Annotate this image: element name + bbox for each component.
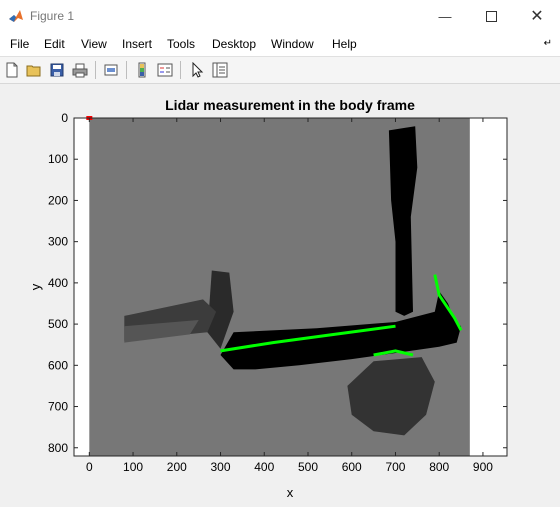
y-tick-label: 200	[48, 193, 68, 207]
property-inspector-icon	[212, 62, 228, 78]
maximize-icon	[485, 10, 497, 22]
plot-svg[interactable]: Lidar measurement in the body frame 0 100…	[0, 84, 560, 504]
y-tick-label: 700	[48, 400, 68, 414]
toolbar-expand-arrow-icon[interactable]: ↵	[543, 38, 552, 49]
toolbar-separator	[95, 61, 96, 79]
menu-edit[interactable]: Edit	[44, 37, 65, 51]
pointer-icon	[192, 62, 204, 78]
maximize-button[interactable]	[468, 0, 514, 32]
figure-canvas[interactable]: Lidar measurement in the body frame 0 100…	[0, 84, 560, 504]
x-axis-ticks: 0 100 200 300 400 500 600 700 800 900	[86, 118, 493, 474]
y-axis-label: y	[28, 283, 43, 290]
x-tick-label: 300	[211, 460, 231, 474]
open-file-icon	[26, 65, 41, 77]
y-tick-label: 500	[48, 317, 68, 331]
menu-insert[interactable]: Insert	[122, 37, 153, 51]
insert-legend-button[interactable]	[155, 60, 175, 80]
menu-help[interactable]: Help	[332, 37, 357, 51]
toolbar-separator	[180, 61, 181, 79]
figure-toolbar	[0, 57, 560, 84]
x-tick-label: 600	[342, 460, 362, 474]
x-tick-label: 0	[86, 460, 93, 474]
x-tick-label: 100	[123, 460, 143, 474]
menu-view[interactable]: View	[81, 37, 107, 51]
menu-tools[interactable]: Tools	[167, 37, 196, 51]
x-tick-label: 700	[385, 460, 405, 474]
plot-title: Lidar measurement in the body frame	[165, 97, 415, 113]
y-tick-label: 300	[48, 235, 68, 249]
menu-file[interactable]: File	[10, 37, 30, 51]
x-axis-label: x	[287, 485, 294, 500]
x-tick-label: 400	[254, 460, 274, 474]
y-tick-label: 0	[61, 111, 68, 125]
matlab-logo-icon	[9, 10, 23, 22]
print-preview-button[interactable]	[101, 60, 121, 80]
open-file-button[interactable]	[24, 60, 44, 80]
close-icon: ✕	[530, 8, 544, 25]
save-icon	[50, 63, 64, 77]
y-tick-label: 800	[48, 441, 68, 455]
new-figure-icon	[6, 62, 18, 78]
window-title: Figure 1	[30, 9, 75, 23]
menu-bar: File Edit View Insert Tools Desktop Wind…	[0, 32, 560, 57]
print-icon	[72, 63, 88, 78]
edit-plot-button[interactable]	[187, 60, 207, 80]
y-axis-ticks: 0 100 200 300 400 500 600 700 800	[48, 111, 507, 455]
y-tick-label: 400	[48, 276, 68, 290]
print-button[interactable]	[70, 60, 90, 80]
toolbar-separator	[126, 61, 127, 79]
save-button[interactable]	[47, 60, 67, 80]
x-tick-label: 500	[298, 460, 318, 474]
y-tick-label: 600	[48, 358, 68, 372]
lidar-map-image	[86, 116, 470, 456]
x-tick-label: 200	[167, 460, 187, 474]
print-preview-icon	[104, 64, 118, 76]
minimize-icon: —	[438, 8, 452, 24]
menu-desktop[interactable]: Desktop	[212, 37, 257, 51]
minimize-button[interactable]: —	[422, 0, 468, 32]
x-tick-label: 900	[473, 460, 493, 474]
new-figure-button[interactable]	[2, 60, 22, 80]
y-tick-label: 100	[48, 152, 68, 166]
menu-window[interactable]: Window	[271, 37, 314, 51]
x-tick-label: 800	[429, 460, 449, 474]
close-button[interactable]: ✕	[514, 0, 560, 32]
axes-box	[73, 117, 508, 457]
insert-colorbar-button[interactable]	[132, 60, 152, 80]
insert-legend-icon	[157, 63, 173, 77]
property-inspector-button[interactable]	[210, 60, 230, 80]
title-bar: Figure 1 — ✕	[0, 0, 560, 32]
link-colorbar-icon	[138, 62, 146, 78]
